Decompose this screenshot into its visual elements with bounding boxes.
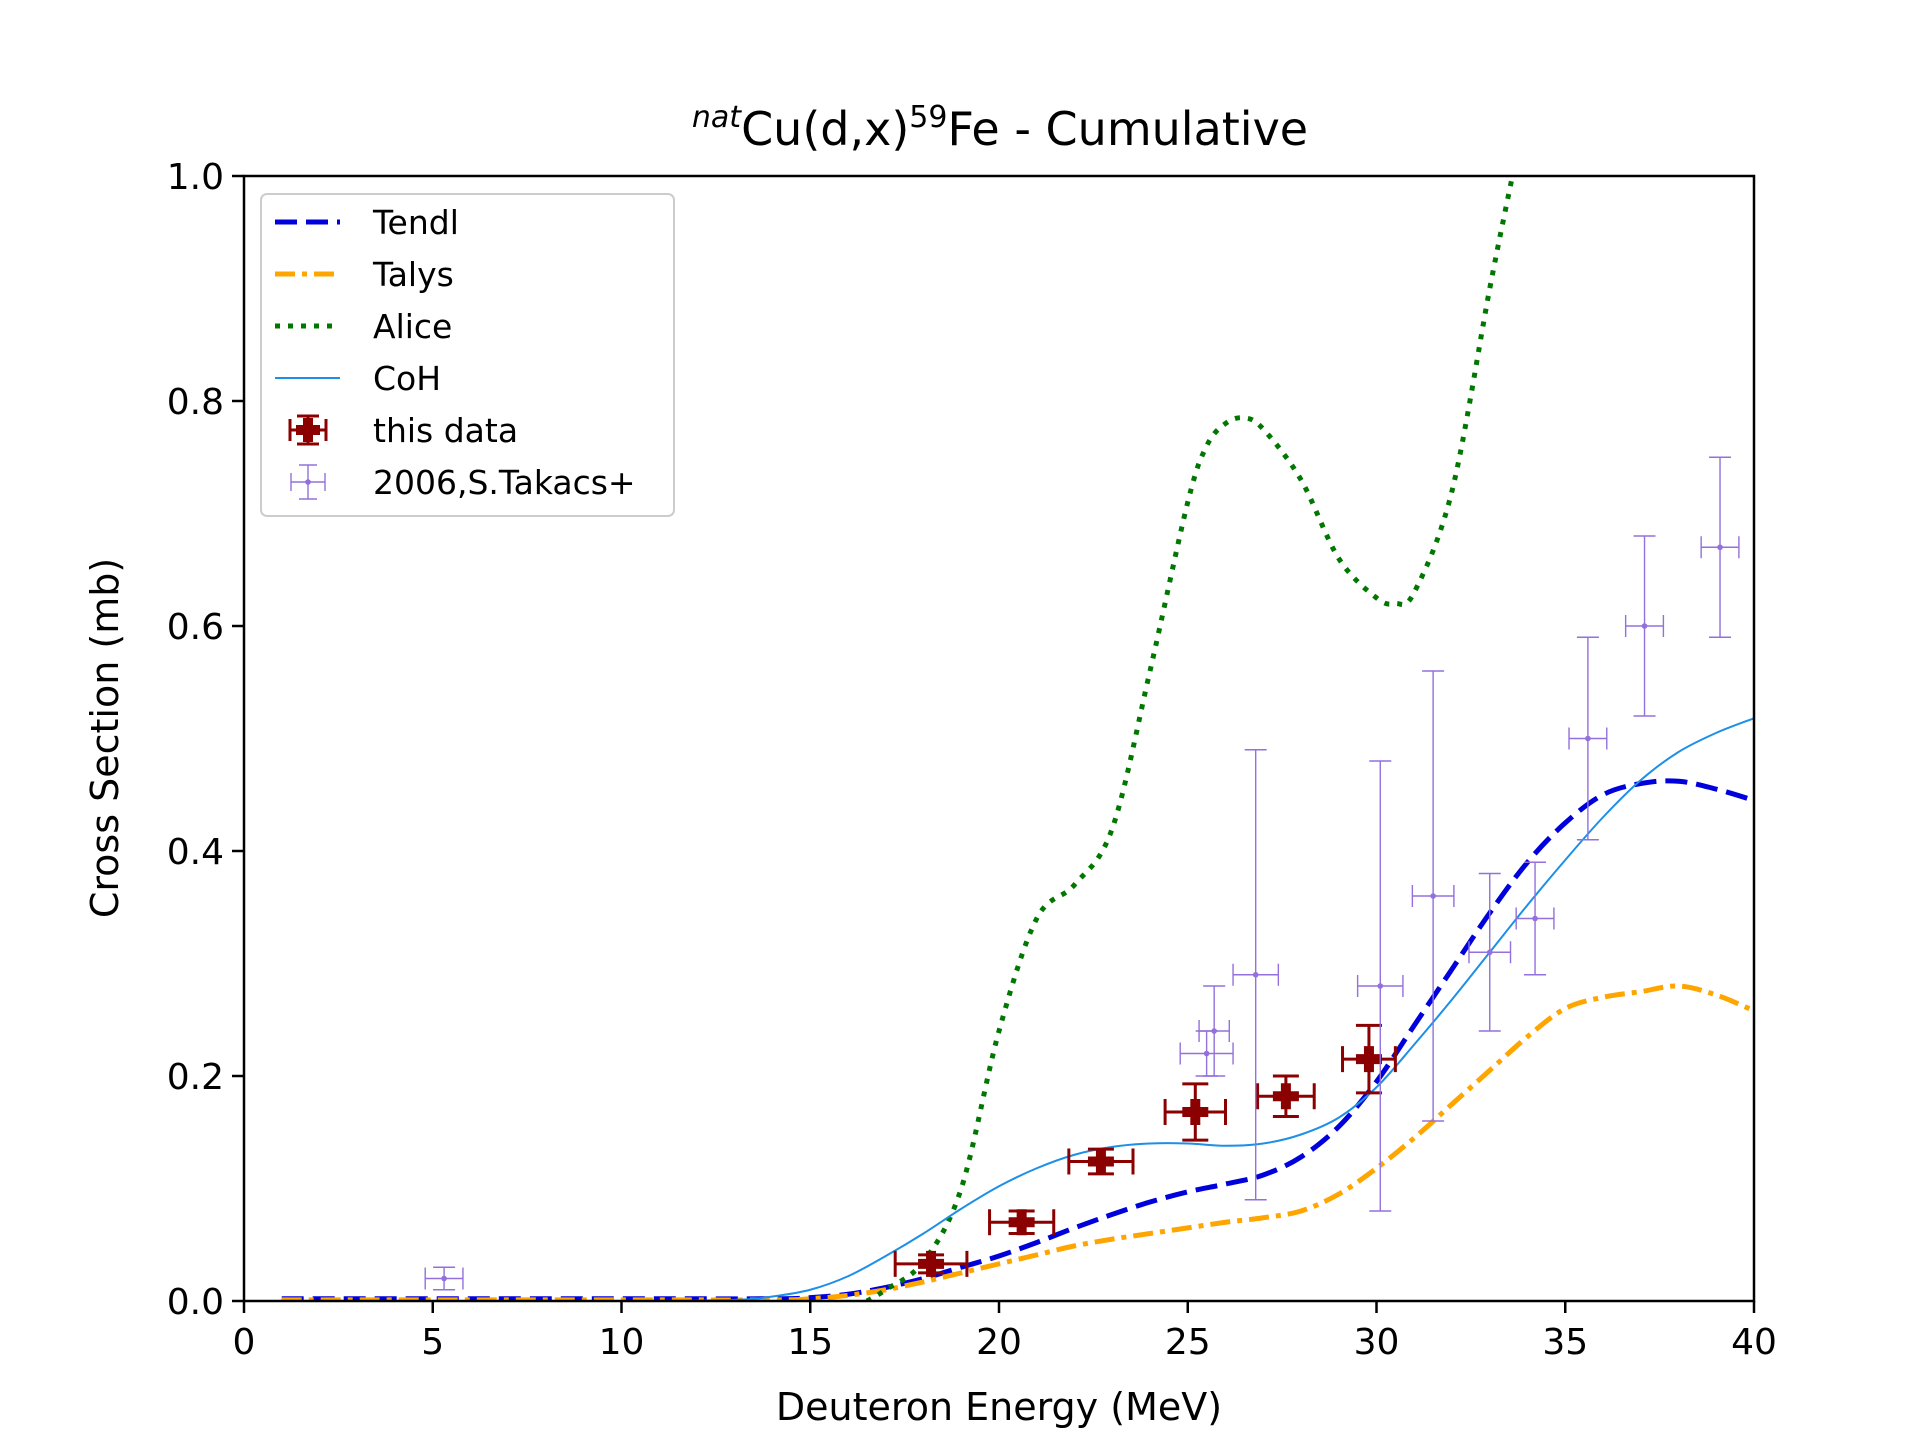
y-axis: 0.0 0.2 0.4 0.6 0.8 1.0 <box>167 157 244 1323</box>
data-point-takacs <box>1700 456 1740 638</box>
x-tick-label: 20 <box>976 1322 1022 1363</box>
x-tick-label: 10 <box>599 1322 645 1363</box>
x-tick-label: 40 <box>1731 1322 1777 1363</box>
x-axis-label: Deuteron Energy (MeV) <box>776 1385 1222 1429</box>
legend-item-tendl: Tendl <box>275 203 459 242</box>
y-tick-label: 0.4 <box>167 832 224 873</box>
legend-box <box>260 193 675 517</box>
x-tick-label: 30 <box>1354 1322 1400 1363</box>
legend-swatch <box>290 464 326 500</box>
y-tick-label: 0.0 <box>167 1282 224 1323</box>
x-tick-label: 15 <box>787 1322 833 1363</box>
legend-label: Alice <box>373 307 452 346</box>
data-point-takacs <box>1468 872 1512 1032</box>
series-line-alice <box>865 176 1515 1301</box>
legend-item-2006-s-takacs: 2006,S.Takacs+ <box>290 463 636 502</box>
legend-item-this-data: this data <box>288 411 518 450</box>
series-layer <box>281 176 1754 1301</box>
chart-title: natCu(d,x)59Fe - Cumulative <box>692 100 1308 156</box>
title-sup-prefix: nat <box>692 100 742 135</box>
legend-item-alice: Alice <box>275 307 452 346</box>
x-tick-label: 25 <box>1165 1322 1211 1363</box>
title-part2: Fe - Cumulative <box>947 102 1308 156</box>
legend-swatch <box>288 414 328 446</box>
data-point-takacs <box>1198 985 1230 1077</box>
y-tick-label: 0.8 <box>167 382 224 423</box>
x-axis: 0 5 10 15 20 25 30 35 40 <box>233 1301 1777 1363</box>
x-tick-label: 35 <box>1542 1322 1588 1363</box>
data-point-takacs <box>1624 535 1665 717</box>
data-point-this-data <box>988 1209 1056 1236</box>
points-layer <box>424 456 1740 1291</box>
y-axis-label: Cross Section (mb) <box>83 558 127 918</box>
data-point-takacs <box>1232 749 1280 1201</box>
title-part1: Cu(d,x) <box>741 102 909 156</box>
data-point-this-data <box>1341 1023 1397 1095</box>
data-point-takacs <box>1515 861 1555 976</box>
legend-label: 2006,S.Takacs+ <box>373 463 636 502</box>
data-point-this-data <box>1256 1074 1316 1118</box>
y-tick-label: 0.6 <box>167 607 224 648</box>
legend-label: Tendl <box>372 203 459 242</box>
data-point-takacs <box>1411 670 1455 1122</box>
legend: Tendl Talys Alice CoH this data 2006,S.Takacs… <box>260 193 675 517</box>
data-point-takacs <box>1356 760 1404 1212</box>
legend-label: this data <box>373 411 518 450</box>
legend-label: Talys <box>372 255 454 294</box>
data-point-this-data <box>1067 1147 1135 1176</box>
y-tick-label: 0.2 <box>167 1057 224 1098</box>
series-line-tendl <box>281 778 1754 1301</box>
x-tick-label: 0 <box>233 1322 256 1363</box>
data-point-takacs <box>424 1266 464 1291</box>
series-line-coh <box>281 717 1754 1301</box>
x-tick-label: 5 <box>421 1322 444 1363</box>
legend-label: CoH <box>373 359 441 398</box>
title-sup-mass: 59 <box>909 100 947 135</box>
data-point-takacs <box>1568 636 1608 841</box>
y-tick-label: 1.0 <box>167 157 224 198</box>
legend-item-coh: CoH <box>275 359 441 398</box>
data-point-this-data <box>1163 1082 1227 1142</box>
data-point-this-data <box>893 1250 969 1277</box>
legend-item-talys: Talys <box>275 255 454 294</box>
